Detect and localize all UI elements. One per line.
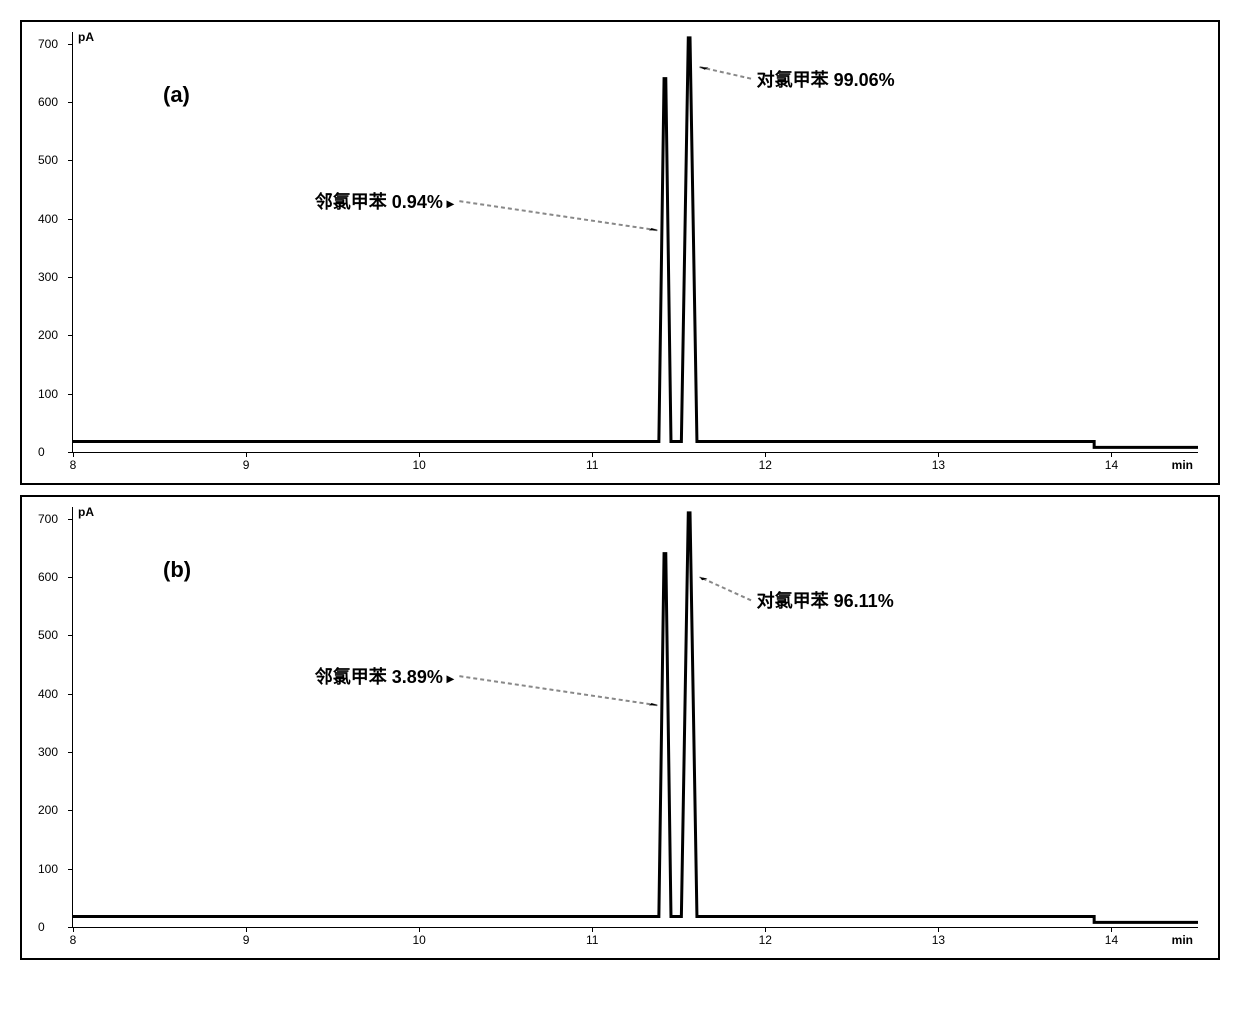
panel-label: (b) bbox=[163, 557, 191, 583]
x-tick-label: 14 bbox=[1105, 933, 1118, 947]
x-tick bbox=[765, 927, 766, 932]
x-tick bbox=[246, 452, 247, 457]
peak-annotation-1: 邻氯甲苯 0.94% ▸ bbox=[315, 188, 454, 214]
y-tick-label: 300 bbox=[38, 270, 58, 284]
x-tick-label: 13 bbox=[932, 458, 945, 472]
chromatogram-line bbox=[73, 32, 1198, 452]
y-tick-label: 100 bbox=[38, 387, 58, 401]
y-tick-label: 600 bbox=[38, 95, 58, 109]
y-tick-label: 0 bbox=[38, 445, 45, 459]
x-axis-unit: min bbox=[1172, 933, 1193, 947]
x-tick bbox=[419, 452, 420, 457]
x-tick-label: 12 bbox=[759, 933, 772, 947]
x-tick-label: 14 bbox=[1105, 458, 1118, 472]
y-tick-label: 100 bbox=[38, 862, 58, 876]
x-tick bbox=[73, 452, 74, 457]
x-tick-label: 9 bbox=[243, 458, 250, 472]
x-axis-unit: min bbox=[1172, 458, 1193, 472]
plot-area: pA0100200300400500600700891011121314min(… bbox=[72, 507, 1198, 928]
y-tick-label: 400 bbox=[38, 212, 58, 226]
x-tick bbox=[73, 927, 74, 932]
y-tick-label: 400 bbox=[38, 687, 58, 701]
x-tick-label: 12 bbox=[759, 458, 772, 472]
x-tick-label: 8 bbox=[70, 458, 77, 472]
x-tick bbox=[592, 927, 593, 932]
chart-panel-a: pA0100200300400500600700891011121314min(… bbox=[20, 20, 1220, 485]
plot-area: pA0100200300400500600700891011121314min(… bbox=[72, 32, 1198, 453]
peak-annotation-2: 对氯甲苯 99.06% bbox=[757, 66, 895, 92]
chromatogram-line bbox=[73, 507, 1198, 927]
y-tick-label: 200 bbox=[38, 803, 58, 817]
x-tick-label: 10 bbox=[412, 458, 425, 472]
x-tick bbox=[1111, 452, 1112, 457]
x-tick bbox=[246, 927, 247, 932]
x-tick bbox=[419, 927, 420, 932]
peak-annotation-1: 邻氯甲苯 3.89% ▸ bbox=[315, 663, 454, 689]
chart-panel-b: pA0100200300400500600700891011121314min(… bbox=[20, 495, 1220, 960]
x-tick-label: 8 bbox=[70, 933, 77, 947]
peak-annotation-2: 对氯甲苯 96.11% bbox=[757, 587, 894, 613]
y-tick-label: 0 bbox=[38, 920, 45, 934]
x-tick bbox=[938, 452, 939, 457]
x-tick bbox=[765, 452, 766, 457]
y-tick-label: 200 bbox=[38, 328, 58, 342]
x-tick bbox=[592, 452, 593, 457]
x-tick bbox=[938, 927, 939, 932]
y-tick-label: 500 bbox=[38, 628, 58, 642]
x-tick bbox=[1111, 927, 1112, 932]
panel-label: (a) bbox=[163, 82, 190, 108]
y-tick-label: 500 bbox=[38, 153, 58, 167]
x-tick-label: 13 bbox=[932, 933, 945, 947]
y-tick-label: 300 bbox=[38, 745, 58, 759]
y-tick-label: 700 bbox=[38, 512, 58, 526]
x-tick-label: 11 bbox=[586, 458, 598, 472]
y-tick-label: 600 bbox=[38, 570, 58, 584]
x-tick-label: 11 bbox=[586, 933, 598, 947]
x-tick-label: 9 bbox=[243, 933, 250, 947]
y-tick-label: 700 bbox=[38, 37, 58, 51]
x-tick-label: 10 bbox=[412, 933, 425, 947]
